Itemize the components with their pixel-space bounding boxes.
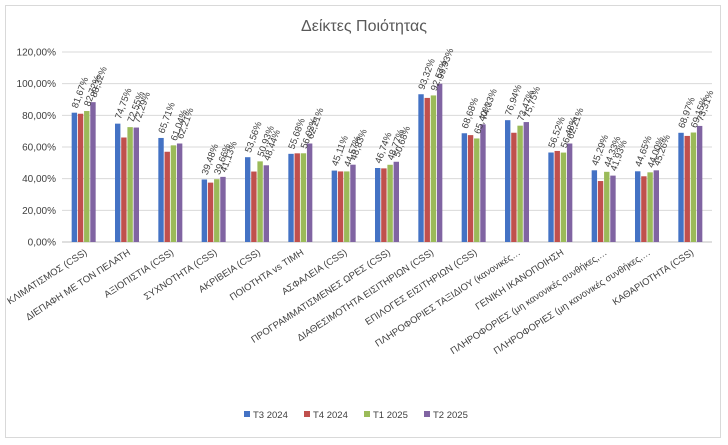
bar (115, 123, 121, 242)
bar (77, 113, 84, 242)
legend-label: Τ1 2025 (373, 410, 408, 421)
bar (418, 94, 424, 242)
bar (684, 135, 690, 242)
bar (294, 153, 300, 242)
category-label: ΠΟΙΟΤΗΤΑ vs ΤΙΜΗ (228, 247, 306, 303)
bar (467, 135, 474, 242)
bar (337, 171, 344, 242)
y-axis-ticks: 0,00% 20,00% 40,00% 60,00% 80,00% 100,00% 120,… (17, 48, 57, 249)
bar (393, 161, 399, 242)
bar (678, 132, 684, 242)
category-label: ΚΑΘΑΡΙΟΤΗΤΑ (CSS) (611, 247, 696, 308)
bar (331, 170, 338, 242)
bar (158, 137, 164, 242)
category-label: ΠΛΗΡΟΦΟΡΙΕΣ (μη κανονικές συνθήκες,… (449, 247, 610, 357)
bar (474, 138, 480, 242)
bar (381, 168, 387, 242)
bar (424, 97, 430, 243)
bar (220, 176, 226, 242)
y-tick-label: 20,00% (22, 206, 56, 217)
legend: Τ3 2024 Τ4 2024 Τ1 2025 Τ2 2025 (244, 410, 468, 421)
bar (554, 150, 560, 242)
bar (176, 143, 183, 242)
bar (127, 127, 133, 242)
bar (90, 102, 96, 242)
legend-label: Τ2 2025 (433, 410, 468, 421)
bar (71, 112, 78, 242)
bar (430, 95, 437, 242)
bar (560, 152, 567, 242)
bar (257, 161, 263, 242)
bar (288, 153, 294, 242)
bar (133, 127, 139, 242)
bar (641, 176, 647, 242)
legend-label: Τ3 2024 (253, 410, 288, 421)
bar (597, 181, 604, 242)
y-tick-label: 80,00% (22, 111, 56, 122)
bar (214, 179, 220, 242)
bar (170, 145, 177, 242)
bar (635, 171, 641, 242)
bar (610, 175, 616, 242)
bar (647, 172, 653, 242)
legend-label: Τ4 2024 (313, 410, 348, 421)
gridlines (62, 51, 712, 243)
legend-swatch (424, 411, 430, 417)
bar (201, 179, 208, 242)
bar (387, 164, 393, 242)
bar (375, 167, 381, 242)
bar (523, 122, 529, 242)
chart-title: Δείκτες Ποιότητας (301, 18, 427, 35)
category-label: ΠΛΗΡΟΦΟΡΙΕΣ (μη κανονικές συνθήκες,… (492, 247, 653, 357)
bar (251, 171, 257, 242)
bar (690, 132, 697, 242)
y-tick-label: 60,00% (22, 143, 56, 154)
legend-swatch (244, 411, 250, 417)
bar (548, 152, 554, 242)
bar (350, 164, 356, 242)
y-tick-label: 0,00% (28, 238, 56, 249)
bar (245, 157, 251, 242)
bar (164, 151, 170, 242)
bar (300, 153, 307, 242)
bar (263, 165, 269, 242)
y-tick-label: 100,00% (17, 79, 57, 90)
category-label: ΣΥΧΝΟΤΗΤΑ (CSS) (142, 247, 219, 302)
y-tick-label: 120,00% (17, 48, 57, 59)
bars (71, 83, 703, 243)
legend-swatch (364, 411, 370, 417)
bar (461, 133, 468, 242)
bar (207, 182, 214, 242)
bar (696, 125, 703, 242)
y-tick-label: 40,00% (22, 174, 56, 185)
bar (517, 125, 523, 242)
bar (344, 171, 350, 242)
bar (653, 170, 659, 242)
bar (84, 111, 90, 242)
bar (604, 171, 610, 242)
bar (505, 120, 511, 242)
bar (511, 132, 517, 242)
x-axis-categories: ΚΛΙΜΑΤΙΣΜΟΣ (CSS)ΔΙΕΠΑΦΗ ΜΕ ΤΟΝ ΠΕΛΑΤΗΑΞ… (5, 247, 696, 357)
bar (306, 143, 313, 242)
bar (480, 124, 486, 242)
bar (436, 83, 443, 242)
bar (591, 170, 598, 242)
bar (121, 137, 127, 242)
legend-swatch (304, 411, 310, 417)
bar (566, 143, 573, 242)
